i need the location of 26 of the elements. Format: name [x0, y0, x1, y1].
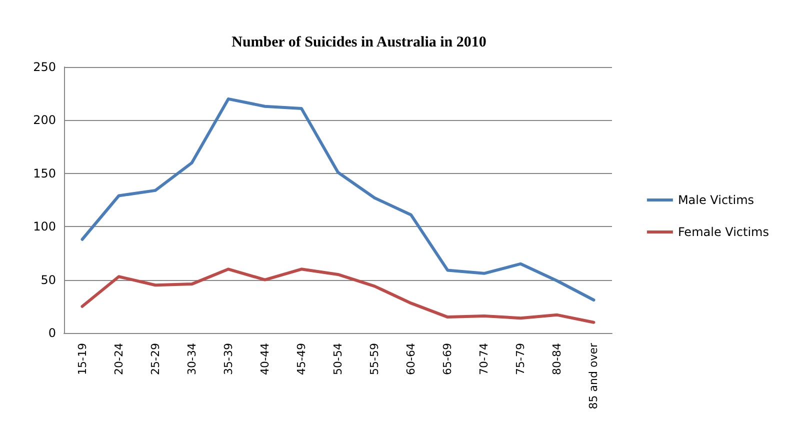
- y-tick-label: 50: [40, 272, 56, 287]
- y-tick-label: 200: [33, 113, 56, 128]
- x-tick-label: 70-74: [478, 343, 491, 375]
- x-tick-label: 15-19: [76, 343, 89, 375]
- y-tick-label: 150: [33, 166, 56, 180]
- x-tick-label: 40-44: [258, 343, 272, 375]
- x-tick-label: 80-84: [550, 343, 564, 375]
- x-tick-label: 25-29: [148, 343, 162, 375]
- x-tick-label: 65-69: [441, 343, 454, 375]
- y-tick-label: 0: [48, 326, 56, 340]
- x-tick-label: 60-64: [404, 343, 418, 375]
- x-tick-label: 45-49: [294, 343, 308, 375]
- y-tick-label: 250: [33, 60, 56, 74]
- y-tick-label: 100: [33, 220, 56, 234]
- x-tick-label: 50-54: [332, 343, 344, 375]
- x-tick-label: 55-59: [368, 343, 382, 375]
- x-tick-label: 35-39: [222, 343, 235, 375]
- line-series: [80, 97, 596, 302]
- legend-label: Male Victims: [678, 193, 754, 207]
- x-tick-label: 85 and over: [587, 342, 600, 410]
- x-tick-label: 20-24: [112, 343, 126, 375]
- chart-title: Number of Suicides in Australia in 2010: [232, 34, 486, 50]
- legend-label: Female Victims: [678, 225, 769, 239]
- x-tick-label: 75-79: [514, 343, 528, 375]
- x-tick-label: 30-34: [185, 343, 198, 375]
- line-series: [80, 268, 596, 324]
